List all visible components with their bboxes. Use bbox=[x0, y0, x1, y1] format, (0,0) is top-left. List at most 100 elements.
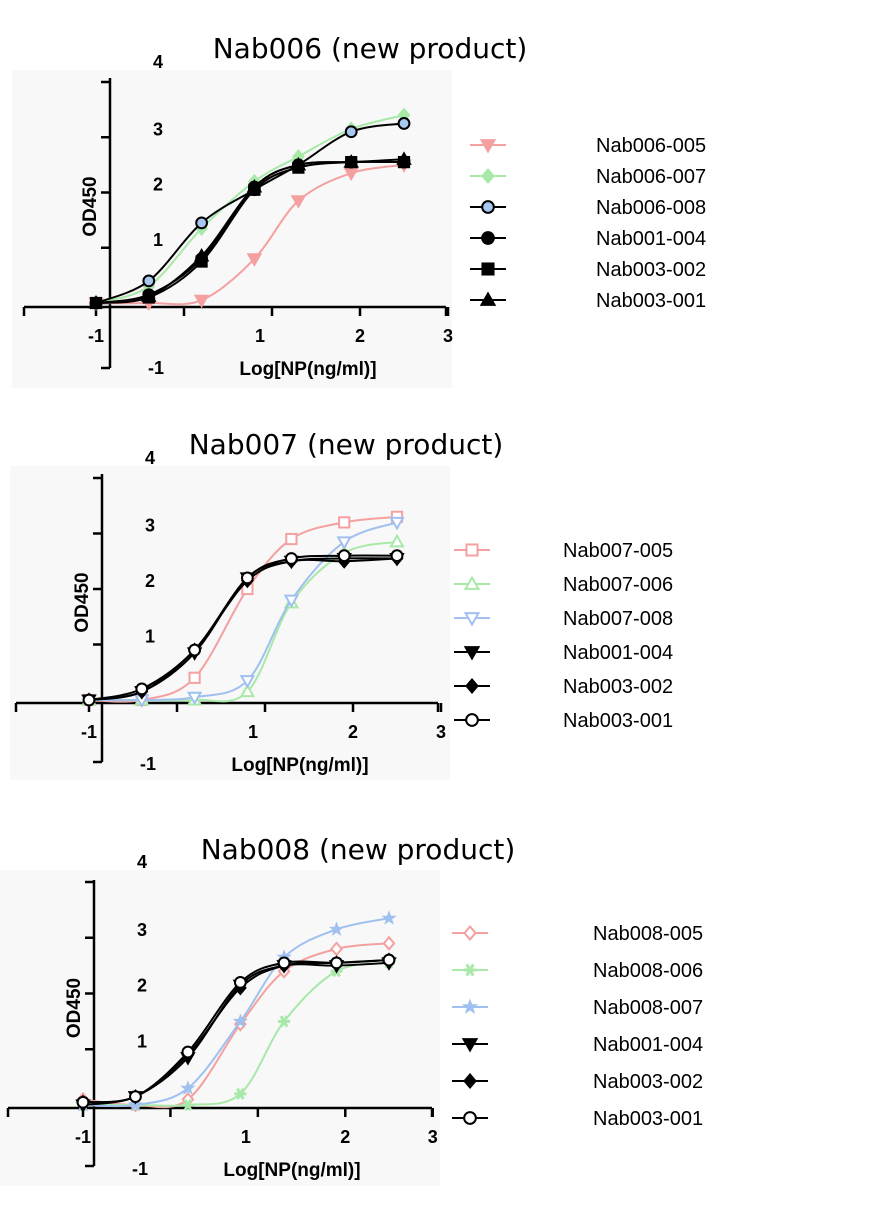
data-point bbox=[382, 953, 396, 967]
data-point bbox=[381, 910, 397, 925]
x-axis-label: Log[NP(ng/ml)] bbox=[239, 359, 376, 380]
chart-panel-3: Nab008 (new product) 1 2 3 4 -1 1 2 3 -1 Log[NP(ng… bbox=[0, 833, 703, 1186]
data-point bbox=[239, 683, 256, 698]
legend-marker bbox=[481, 231, 495, 245]
legend-label: Nab008-005 bbox=[593, 923, 703, 945]
legend-marker bbox=[463, 575, 481, 590]
data-point bbox=[180, 1080, 196, 1095]
legend-entry: Nab003-002 bbox=[454, 676, 673, 698]
y-tick-label: 2 bbox=[145, 571, 155, 591]
x-tick-label: 2 bbox=[340, 1127, 350, 1147]
legend-label: Nab006-008 bbox=[596, 197, 706, 219]
data-point bbox=[188, 643, 202, 657]
legend-label: Nab003-002 bbox=[596, 259, 706, 281]
data-point bbox=[181, 1099, 194, 1111]
x-tick-label-offset: -1 bbox=[148, 358, 164, 378]
legend-marker bbox=[465, 713, 479, 727]
legend-marker bbox=[463, 924, 477, 942]
legend-entry: Nab006-005 bbox=[470, 135, 706, 157]
y-axis-label: OD450 bbox=[72, 572, 93, 632]
data-point-stroke bbox=[236, 1087, 245, 1100]
series-Nab003-001 bbox=[76, 953, 396, 1109]
data-point bbox=[186, 691, 203, 706]
y-tick-label: 2 bbox=[153, 175, 163, 195]
data-point bbox=[135, 682, 149, 696]
legend-marker bbox=[479, 291, 497, 306]
legend-marker bbox=[481, 262, 495, 276]
legend-entry: Nab003-002 bbox=[470, 259, 706, 281]
legend-label: Nab001-004 bbox=[563, 642, 673, 664]
x-axis-label: Log[NP(ng/ml)] bbox=[231, 755, 368, 776]
y-tick-label: 3 bbox=[153, 119, 163, 139]
data-point bbox=[88, 294, 104, 309]
data-point bbox=[338, 516, 351, 529]
legend-marker bbox=[463, 963, 477, 977]
data-point bbox=[330, 956, 343, 970]
data-point bbox=[336, 536, 352, 550]
legend-label: Nab003-002 bbox=[563, 676, 673, 698]
x-tick-label: -1 bbox=[88, 326, 104, 346]
x-tick-label: -1 bbox=[81, 722, 97, 742]
x-tick-label: 3 bbox=[436, 722, 446, 742]
data-point-stroke bbox=[279, 1015, 289, 1028]
data-point bbox=[343, 167, 359, 182]
chart-panel-2: Nab007 (new product) 1 2 3 4 -1 1 2 3 -1 Log[NP(ng… bbox=[10, 428, 673, 780]
legend-entry: Nab007-008 bbox=[454, 608, 673, 630]
data-point bbox=[233, 975, 247, 989]
y-tick-label: 3 bbox=[137, 920, 147, 940]
x-axis-label: Log[NP(ng/ml)] bbox=[223, 1160, 360, 1181]
legend-marker bbox=[481, 200, 495, 214]
x-tick-label: 2 bbox=[348, 722, 358, 742]
data-point bbox=[390, 549, 404, 563]
legend-marker bbox=[463, 646, 481, 661]
legend-label: Nab008-006 bbox=[593, 960, 703, 982]
legend-entry: Nab006-007 bbox=[470, 166, 706, 188]
data-point bbox=[278, 1015, 291, 1028]
x-tick-label-offset: -1 bbox=[140, 754, 156, 774]
legend-entry: Nab008-005 bbox=[452, 923, 703, 945]
data-point bbox=[246, 253, 263, 267]
y-tick-label: 4 bbox=[145, 448, 155, 468]
data-point bbox=[188, 671, 201, 684]
data-point bbox=[285, 532, 298, 546]
data-point bbox=[142, 274, 156, 288]
legend-marker bbox=[463, 612, 481, 627]
x-tick-label: -1 bbox=[75, 1127, 91, 1147]
legend-marker bbox=[481, 167, 495, 185]
data-point bbox=[283, 594, 300, 609]
data-point bbox=[328, 921, 345, 936]
data-point bbox=[82, 693, 96, 707]
data-point bbox=[239, 675, 256, 689]
y-axis-label: OD450 bbox=[80, 176, 101, 236]
legend-entry: Nab003-001 bbox=[454, 710, 673, 732]
plot-background bbox=[12, 70, 452, 388]
legend-label: Nab003-001 bbox=[593, 1108, 703, 1130]
legend-entry: Nab003-001 bbox=[452, 1108, 703, 1130]
y-tick-label: 2 bbox=[137, 976, 147, 996]
legend-entry: Nab007-005 bbox=[454, 540, 673, 562]
data-point bbox=[330, 941, 343, 957]
series-Nab003-001 bbox=[82, 549, 404, 707]
legend-label: Nab007-005 bbox=[563, 540, 673, 562]
data-point bbox=[241, 571, 254, 585]
legend-entry: Nab003-002 bbox=[452, 1071, 703, 1093]
data-point bbox=[129, 1090, 142, 1104]
chart-title: Nab006 (new product) bbox=[213, 32, 528, 65]
data-point bbox=[181, 1045, 195, 1059]
legend-marker bbox=[465, 677, 479, 695]
data-point bbox=[193, 294, 210, 309]
legend-label: Nab006-007 bbox=[596, 166, 706, 188]
x-tick-label: 1 bbox=[248, 722, 258, 742]
legend-marker bbox=[461, 998, 479, 1015]
legend-label: Nab001-004 bbox=[593, 1034, 703, 1056]
y-tick-label: 1 bbox=[137, 1031, 147, 1051]
data-point bbox=[382, 935, 396, 951]
data-point bbox=[337, 549, 351, 563]
data-point bbox=[397, 117, 411, 130]
chart-panel-1: Nab006 (new product) 1 2 3 4 -1 1 2 3 -1 Log[NP(ng… bbox=[12, 32, 706, 388]
legend-label: Nab003-001 bbox=[596, 290, 706, 312]
legend-label: Nab006-005 bbox=[596, 135, 706, 157]
legend-label: Nab007-008 bbox=[563, 608, 673, 630]
legend-label: Nab003-001 bbox=[563, 710, 673, 732]
